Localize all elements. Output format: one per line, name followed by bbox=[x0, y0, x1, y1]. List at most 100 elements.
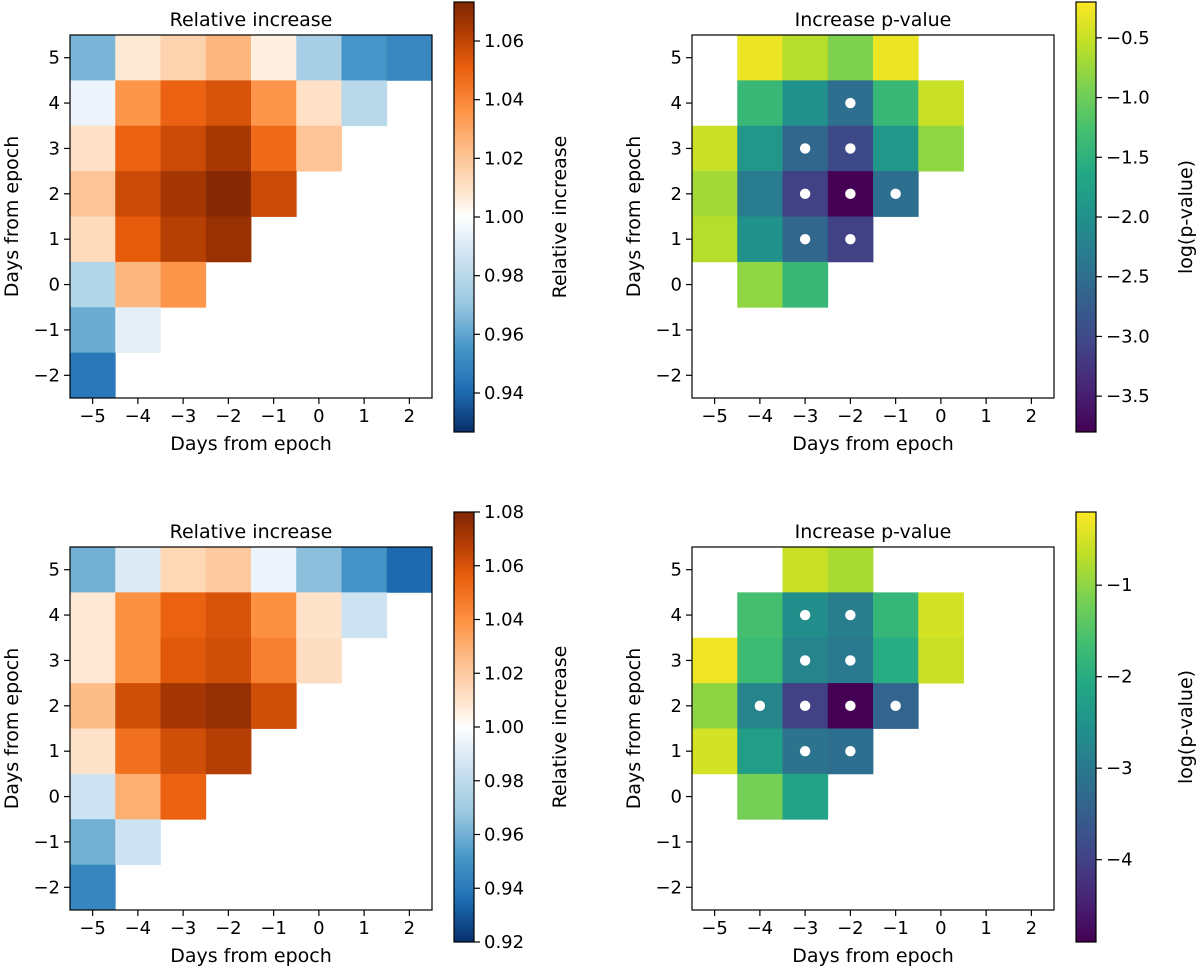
colorbar-tick-label: −4 bbox=[1106, 850, 1133, 871]
x-tick-label: −2 bbox=[215, 918, 242, 939]
heatmap-cells bbox=[692, 547, 964, 820]
heatmap-cell bbox=[251, 683, 297, 729]
y-tick-label: 2 bbox=[49, 184, 60, 205]
x-tick-label: 2 bbox=[404, 918, 415, 939]
colorbar-tick-label: −1.0 bbox=[1106, 88, 1150, 109]
heatmap-cell bbox=[160, 171, 207, 217]
colorbar-tick-label: −1 bbox=[1106, 575, 1133, 596]
y-tick-label: −2 bbox=[33, 877, 60, 898]
x-tick-label: 1 bbox=[980, 918, 991, 939]
significance-marker bbox=[890, 188, 901, 200]
y-tick-label: −1 bbox=[33, 320, 60, 341]
heatmap-cell bbox=[737, 80, 783, 127]
colorbar-tick-label: 0.98 bbox=[484, 771, 524, 792]
significance-marker bbox=[799, 233, 811, 245]
heatmap-cell bbox=[692, 171, 738, 217]
y-tick-label: 2 bbox=[671, 184, 682, 205]
x-tick-label: 0 bbox=[935, 406, 946, 427]
colorbar-tick-label: 1.04 bbox=[484, 610, 524, 631]
heatmap-cell bbox=[115, 819, 161, 866]
y-tick-label: 4 bbox=[671, 605, 682, 626]
y-axis-label: Days from epoch bbox=[1, 136, 23, 298]
heatmap-cell bbox=[873, 35, 919, 81]
heatmap-cell bbox=[737, 216, 783, 263]
colorbar-tick-label: −2.5 bbox=[1106, 267, 1150, 288]
heatmap-cell bbox=[160, 592, 207, 639]
heatmap-cell bbox=[70, 125, 116, 172]
y-tick-label: 5 bbox=[49, 560, 60, 581]
colorbar bbox=[453, 1, 475, 433]
y-tick-label: 4 bbox=[49, 93, 60, 114]
x-axis-label: Days from epoch bbox=[792, 945, 954, 967]
panel-bottom-right: −5 −4 −3 −2 −1 0 1 2 5 4 3 2 1 0 −1 −2 Increase p-value D… bbox=[623, 511, 1197, 967]
x-tick-label: −1 bbox=[260, 406, 287, 427]
heatmap-cell bbox=[70, 683, 116, 729]
panel-top-left: −5 −4 −3 −2 −1 0 1 2 5 4 3 2 1 0 −1 −2 Relative increase… bbox=[1, 1, 571, 455]
heatmap-cell bbox=[205, 637, 252, 684]
heatmap-cell bbox=[782, 35, 829, 81]
heatmap-cell bbox=[205, 683, 252, 729]
x-tick-label: −1 bbox=[882, 406, 909, 427]
heatmap-cell bbox=[70, 261, 116, 308]
heatmap-cell bbox=[737, 261, 783, 308]
colorbar-tick-label: −2 bbox=[1106, 667, 1133, 688]
heatmap-cell bbox=[386, 547, 433, 593]
heatmap-cell bbox=[782, 261, 829, 308]
heatmap-cell bbox=[341, 547, 388, 593]
heatmap-cell bbox=[918, 80, 964, 127]
heatmap-cell bbox=[70, 35, 116, 81]
axes-frame bbox=[691, 34, 1055, 399]
y-tick-label: −1 bbox=[655, 832, 682, 853]
y-tick-label: 2 bbox=[49, 696, 60, 717]
heatmap-cells bbox=[692, 35, 964, 308]
x-tick-label: −3 bbox=[792, 406, 819, 427]
heatmap-cells bbox=[70, 547, 433, 911]
x-tick-label: −5 bbox=[701, 918, 728, 939]
heatmap-cell bbox=[160, 728, 207, 775]
colorbar-tick-label: 1.06 bbox=[484, 31, 524, 52]
significance-marker bbox=[845, 233, 856, 245]
significance-marker bbox=[799, 609, 811, 621]
heatmap-cell bbox=[251, 125, 297, 172]
colorbar-tick-label: −3 bbox=[1106, 758, 1133, 779]
heatmap-cell bbox=[115, 683, 161, 729]
heatmap-cell bbox=[160, 125, 207, 172]
heatmap-cell bbox=[115, 592, 161, 639]
heatmap-cell bbox=[115, 637, 161, 684]
x-tick-label: −3 bbox=[170, 918, 197, 939]
y-axis-label: Days from epoch bbox=[1, 648, 23, 810]
heatmap-cell bbox=[70, 592, 116, 639]
heatmap-cells bbox=[70, 35, 433, 399]
significance-marker bbox=[845, 188, 856, 200]
x-tick-label: 2 bbox=[404, 406, 415, 427]
colorbar-tick-label: 0.94 bbox=[484, 383, 524, 404]
y-tick-label: −2 bbox=[655, 877, 682, 898]
chart-title: Relative increase bbox=[170, 521, 333, 543]
heatmap-cell bbox=[827, 547, 874, 593]
heatmap-cell bbox=[70, 819, 116, 866]
colorbar-tick-label: 0.96 bbox=[484, 825, 524, 846]
heatmap-cell bbox=[115, 35, 161, 81]
y-tick-label: 4 bbox=[671, 93, 682, 114]
heatmap-cell bbox=[737, 171, 783, 217]
x-tick-label: −1 bbox=[882, 918, 909, 939]
colorbar-tick-label: −1.5 bbox=[1106, 147, 1150, 168]
y-tick-label: 3 bbox=[49, 650, 60, 671]
heatmap-cell bbox=[692, 637, 738, 684]
chart-title: Relative increase bbox=[170, 9, 333, 31]
panel-bottom-left: −5 −4 −3 −2 −1 0 1 2 5 4 3 2 1 0 −1 −2 Relative increase… bbox=[1, 502, 571, 967]
significance-marker bbox=[799, 700, 811, 712]
heatmap-cell bbox=[205, 125, 252, 172]
x-axis-label: Days from epoch bbox=[170, 945, 332, 967]
heatmap-cell bbox=[160, 80, 207, 127]
y-tick-label: 0 bbox=[671, 787, 682, 808]
heatmap-cell bbox=[251, 592, 297, 639]
heatmap-cell bbox=[115, 547, 161, 593]
x-tick-label: 1 bbox=[358, 918, 369, 939]
heatmap-cell bbox=[70, 171, 116, 217]
heatmap-cell bbox=[873, 637, 919, 684]
y-tick-label: 3 bbox=[671, 138, 682, 159]
y-tick-label: 1 bbox=[671, 229, 682, 250]
significance-marker bbox=[845, 655, 856, 666]
